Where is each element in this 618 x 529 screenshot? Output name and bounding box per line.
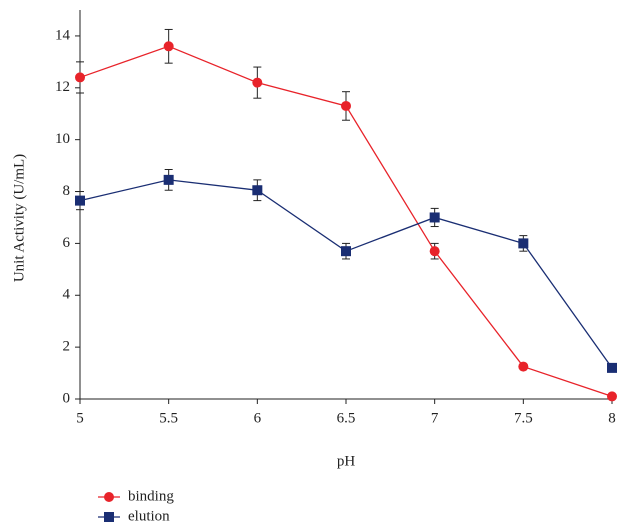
x-tick-label: 6 — [254, 410, 262, 426]
x-tick-label: 6.5 — [337, 410, 356, 426]
point — [607, 391, 617, 402]
x-tick-label: 7 — [431, 410, 439, 426]
y-tick-label: 0 — [63, 390, 71, 406]
point — [252, 77, 263, 88]
point — [518, 238, 529, 249]
y-tick-label: 2 — [63, 339, 71, 355]
point — [429, 212, 440, 223]
x-tick-label: 8 — [608, 410, 616, 426]
y-tick-label: 6 — [63, 235, 71, 251]
point — [607, 362, 617, 373]
x-tick-label: 5 — [76, 410, 84, 426]
point — [429, 246, 440, 257]
legend-marker — [104, 492, 114, 502]
y-tick-label: 4 — [63, 287, 71, 303]
series-line — [79, 179, 613, 369]
point — [341, 246, 351, 257]
y-tick-label: 10 — [55, 131, 70, 147]
point — [252, 185, 263, 196]
point — [163, 174, 174, 185]
legend-label: elution — [128, 508, 170, 524]
y-tick-label: 8 — [63, 183, 71, 199]
point — [518, 361, 529, 372]
y-tick-label: 12 — [55, 79, 70, 95]
point — [163, 41, 174, 52]
point — [75, 72, 85, 83]
x-tick-label: 7.5 — [514, 410, 533, 426]
point — [341, 100, 351, 111]
y-tick-label: 14 — [55, 27, 71, 43]
x-tick-label: 5.5 — [159, 410, 178, 426]
x-axis-label: pH — [337, 453, 356, 469]
y-axis-label: Unit Activity (U/mL) — [11, 154, 27, 282]
point — [75, 195, 85, 206]
legend-marker — [104, 512, 114, 522]
legend-label: binding — [128, 488, 174, 504]
